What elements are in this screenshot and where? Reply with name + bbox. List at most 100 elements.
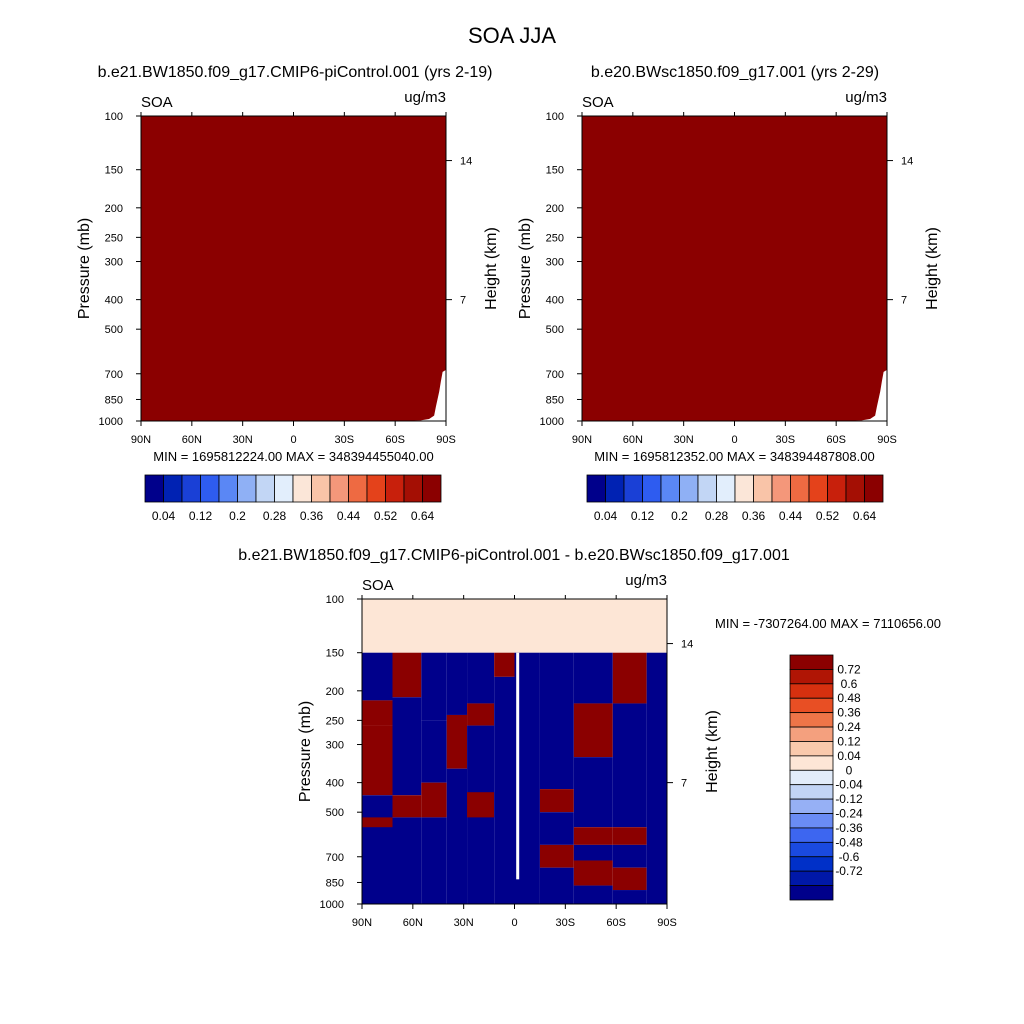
colorbar-box [789, 813, 834, 829]
colorbar-label: 0.36 [837, 706, 861, 720]
x-tick-label: 0 [731, 434, 737, 446]
colorbar-label: 0.64 [853, 509, 877, 523]
y-tick-label: 1000 [99, 416, 123, 428]
contour-band [362, 817, 393, 828]
height-tick-label: 14 [681, 639, 693, 651]
right-label: ug/m3 [845, 89, 887, 106]
contour-band [467, 792, 495, 818]
colorbar-box [385, 474, 405, 503]
colorbar-box [789, 726, 834, 742]
colorbar-label: 0.2 [671, 509, 688, 523]
colorbar-label: 0.28 [263, 509, 287, 523]
missing-region [827, 369, 887, 421]
y-tick-label: 700 [105, 369, 123, 381]
x-tick-label: 60N [182, 434, 202, 446]
colorbar-box [181, 474, 201, 503]
contour-band [421, 817, 447, 904]
colorbar-box [422, 474, 442, 503]
stats-label: MIN = 1695812224.00 MAX = 348394455040.0… [153, 449, 433, 464]
colorbar-label: 0.64 [411, 509, 435, 523]
y-tick-label: 400 [326, 778, 344, 790]
colorbar-box [403, 474, 423, 503]
contour-band [446, 768, 468, 904]
x-tick-label: 60S [385, 434, 405, 446]
colorbar-label: 0.52 [374, 509, 398, 523]
contour-band [539, 652, 574, 790]
colorbar-box [789, 784, 834, 800]
colorbar-label: 0.52 [816, 509, 840, 523]
height-tick-label: 14 [901, 156, 913, 168]
x-tick-label: 30N [674, 434, 694, 446]
height-tick-label: 7 [681, 778, 687, 790]
y-tick-label: 200 [326, 686, 344, 698]
y-tick-label: 300 [546, 257, 564, 269]
colorbar: 0.04 0.12 0.2 0.28 0.36 0.44 0.52 0.64 [586, 474, 884, 523]
x-tick-label: 30S [776, 434, 796, 446]
y-tick-label: 400 [546, 295, 564, 307]
colorbar-box [789, 654, 834, 670]
colorbar-box [348, 474, 368, 503]
colorbar-box [255, 474, 275, 503]
y-tick-label: 150 [105, 165, 123, 177]
y-tick-label: 300 [105, 257, 123, 269]
colorbar-label: 0.04 [152, 509, 176, 523]
colorbar-box [311, 474, 331, 503]
field [141, 116, 446, 421]
contour-band [573, 703, 613, 758]
contour-band [421, 720, 447, 783]
contour-band [392, 697, 422, 796]
colorbar-label: -0.24 [835, 807, 863, 821]
x-tick-label: 30S [335, 434, 355, 446]
x-tick-label: 60S [606, 917, 626, 929]
y-tick-label: 250 [326, 715, 344, 727]
height-tick-label: 7 [460, 295, 466, 307]
colorbar-label: 0.12 [189, 509, 213, 523]
contour-band [467, 703, 495, 726]
x-tick-label: 0 [511, 917, 517, 929]
contour-band [612, 867, 647, 891]
contour-band [573, 757, 613, 828]
colorbar-label: 0 [846, 763, 853, 777]
colorbar-box [789, 841, 834, 858]
field [582, 116, 887, 421]
colorbar-box [366, 474, 386, 503]
contour-band [421, 652, 447, 721]
colorbar-box [586, 474, 606, 503]
y-axis-right-title: Height (km) [924, 227, 941, 310]
colorbar-label: 0.44 [337, 509, 361, 523]
equator-gap [516, 652, 520, 880]
y-tick-label: 850 [105, 394, 123, 406]
y-tick-label: 100 [105, 111, 123, 123]
colorbar-box [789, 712, 834, 728]
colorbar-box [237, 474, 257, 503]
y-tick-label: 1000 [320, 899, 344, 911]
x-tick-label: 90N [131, 434, 151, 446]
contour-band [539, 844, 574, 868]
contour-band [446, 714, 468, 769]
y-axis-title: Pressure (mb) [297, 701, 314, 802]
colorbar-box [789, 683, 834, 699]
colorbar-box [789, 856, 834, 872]
y-tick-label: 150 [546, 165, 564, 177]
y-tick-label: 850 [546, 394, 564, 406]
y-axis-title: Pressure (mb) [76, 218, 93, 319]
colorbar-box [753, 474, 773, 503]
figure-title: SOA JJA [468, 23, 556, 48]
colorbar-box [697, 474, 717, 503]
colorbar-label: 0.36 [300, 509, 324, 523]
contour-band [467, 652, 495, 704]
stats-label: MIN = -7307264.00 MAX = 7110656.00 [715, 616, 941, 631]
x-tick-label: 60N [403, 917, 423, 929]
colorbar-box [200, 474, 220, 503]
colorbar-label: 0.28 [705, 509, 729, 523]
x-tick-label: 90S [877, 434, 897, 446]
contour-band [362, 700, 393, 726]
colorbar-box [642, 474, 662, 503]
colorbar-box [771, 474, 791, 503]
colorbar-box [789, 741, 834, 757]
left-label: SOA [582, 94, 614, 111]
contour-band [494, 676, 515, 904]
y-tick-label: 100 [326, 594, 344, 606]
contour-band [612, 652, 647, 704]
contour-band [421, 782, 447, 818]
